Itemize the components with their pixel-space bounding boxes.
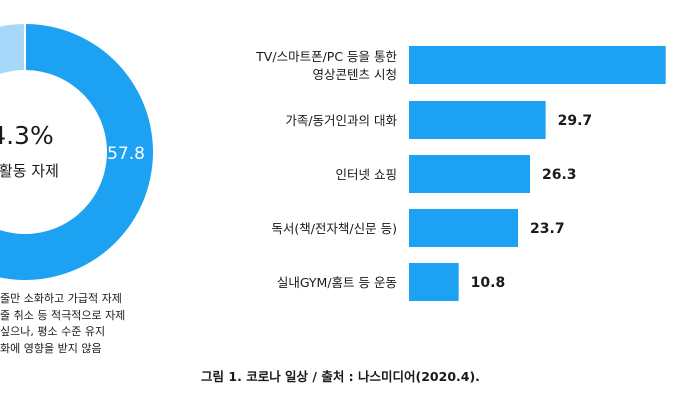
category-label: 영상콘텐츠 시청 bbox=[313, 67, 397, 82]
donut-center-value: 74.3% bbox=[0, 121, 54, 150]
category-label: 실내GYM/홈트 등 운동 bbox=[277, 275, 397, 290]
category-label: 가족/동거인과의 대화 bbox=[285, 113, 397, 128]
category-label: TV/스마트폰/PC 등을 통한 bbox=[255, 49, 397, 64]
bar bbox=[409, 46, 666, 84]
note-line: 줄만 소화하고 가급적 자제 bbox=[0, 292, 122, 305]
bar bbox=[409, 263, 459, 301]
donut-chart: 74.3% 부활동 자제 57.8 bbox=[0, 23, 153, 280]
bar-value-label: 29.7 bbox=[558, 113, 593, 129]
donut-slice-main bbox=[0, 24, 153, 280]
figure-caption: 그림 1. 코로나 일상 / 출처 : 나스미디어(2020.4). bbox=[201, 369, 480, 384]
bar bbox=[409, 155, 530, 193]
bar bbox=[409, 209, 519, 247]
donut-note: 줄만 소화하고 가급적 자제 줄 취소 등 적극적으로 자제 싶으나, 평소 수… bbox=[0, 291, 200, 357]
bar bbox=[409, 101, 546, 139]
category-label: 인터넷 쇼핑 bbox=[336, 167, 397, 182]
note-line: 싶으나, 평소 수준 유지 bbox=[0, 325, 106, 338]
bar-value-label: 10.8 bbox=[471, 275, 506, 291]
note-line: 줄 취소 등 적극적으로 자제 bbox=[0, 308, 126, 322]
donut-slice-label: 57.8 bbox=[107, 144, 145, 164]
note-line: 화에 영향을 받지 않음 bbox=[0, 341, 102, 355]
donut-slice-rest bbox=[0, 24, 25, 74]
donut-center-label: 부활동 자제 bbox=[0, 162, 59, 180]
bar-value-label: 26.3 bbox=[542, 167, 577, 183]
category-label: 독서(책/전자책/신문 등) bbox=[271, 221, 397, 236]
bar-value-label: 23.7 bbox=[530, 221, 565, 237]
donut-separator bbox=[24, 23, 26, 71]
